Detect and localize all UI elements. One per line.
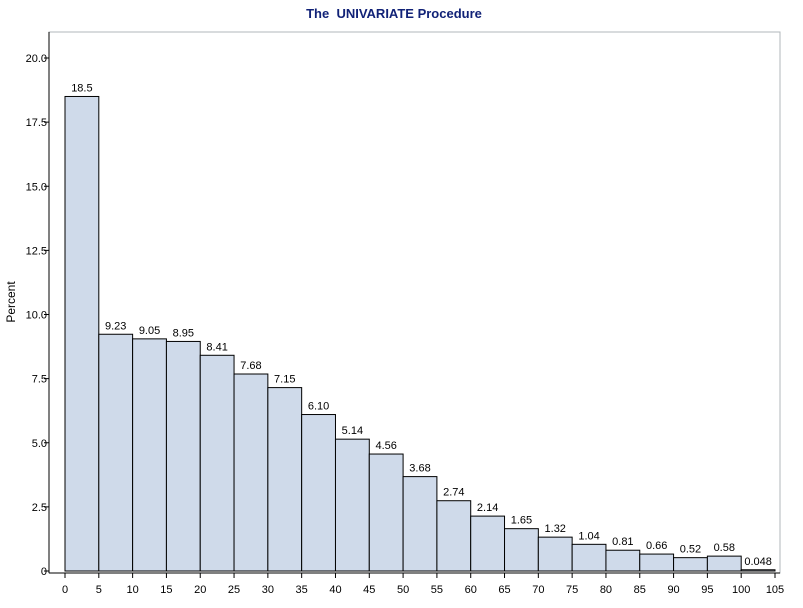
histogram-bar [537,536,573,572]
x-tick-label: 55 [431,584,443,596]
bar-value-label: 0.048 [744,556,772,568]
y-tick-label: 17.5 [26,117,47,129]
x-tick-label: 95 [701,584,713,596]
x-tick-label: 80 [600,584,612,596]
histogram-bar [706,555,742,572]
bar-value-label: 2.74 [443,487,464,499]
x-tick-label: 85 [634,584,646,596]
histogram-bar [605,549,641,572]
histogram-bar [301,414,336,572]
x-tick-label: 5 [96,584,102,596]
x-tick-label: 35 [296,584,308,596]
y-tick-label: 12.5 [26,245,47,257]
x-tick-label: 10 [126,584,138,596]
histogram-bar [673,557,708,572]
histogram-bar [571,543,607,572]
y-tick-label: 0 [41,566,47,578]
x-tick-label: 50 [397,584,409,596]
bar-value-label: 7.68 [240,360,261,372]
bar-value-label: 6.10 [308,401,329,413]
histogram-bar [165,340,201,572]
y-tick-label: 10.0 [26,310,47,322]
histogram-bar [639,553,675,572]
bar-value-label: 1.04 [578,530,599,542]
y-axis-label: Percent [4,281,18,323]
x-tick-label: 90 [667,584,679,596]
histogram-bar [267,387,303,572]
histogram-bar [233,373,269,572]
histogram-bar [64,95,100,572]
bar-value-label: 0.52 [680,544,701,556]
x-tick-label: 45 [363,584,375,596]
histogram-bar [740,569,776,572]
histogram-bar [470,515,506,572]
x-tick-label: 75 [566,584,578,596]
bar-value-label: 8.41 [206,341,227,353]
bar-value-label: 2.14 [477,502,498,514]
x-tick-label: 60 [465,584,477,596]
bar-value-label: 1.32 [545,523,566,535]
y-tick-label: 5.0 [32,438,47,450]
bar-value-label: 18.5 [71,82,92,94]
x-tick-label: 30 [262,584,274,596]
x-tick-label: 20 [194,584,206,596]
bar-value-label: 4.56 [375,440,396,452]
x-tick-label: 70 [532,584,544,596]
bar-value-label: 8.95 [173,327,194,339]
y-tick-label: 7.5 [32,374,47,386]
bar-value-label: 7.15 [274,374,295,386]
y-tick-label: 2.5 [32,502,47,514]
histogram-bar [199,354,235,572]
bar-value-label: 5.14 [342,425,363,437]
x-tick-label: 0 [62,584,68,596]
histogram-bar [98,333,134,572]
x-tick-label: 25 [228,584,240,596]
x-tick-label: 40 [329,584,341,596]
x-tick-label: 15 [160,584,172,596]
bar-value-label: 1.65 [511,515,532,527]
histogram-bar [368,453,404,572]
histogram-bar [436,500,472,572]
bar-value-label: 9.23 [105,320,126,332]
x-tick-label: 100 [732,584,750,596]
histogram-bar [504,528,539,572]
y-tick-label: 15.0 [26,181,47,193]
x-tick-label: 65 [498,584,510,596]
chart-title: The UNIVARIATE Procedure [306,6,482,21]
bar-value-label: 0.81 [612,536,633,548]
x-tick-label: 105 [766,584,784,596]
histogram-bar [132,338,167,572]
histogram-bar [402,476,438,572]
bar-value-label: 9.05 [139,325,160,337]
y-tick-label: 20.0 [26,53,47,65]
histogram-bar [334,438,370,572]
bar-value-label: 0.66 [646,540,667,552]
bar-value-label: 0.58 [714,542,735,554]
bar-value-label: 3.68 [409,463,430,475]
